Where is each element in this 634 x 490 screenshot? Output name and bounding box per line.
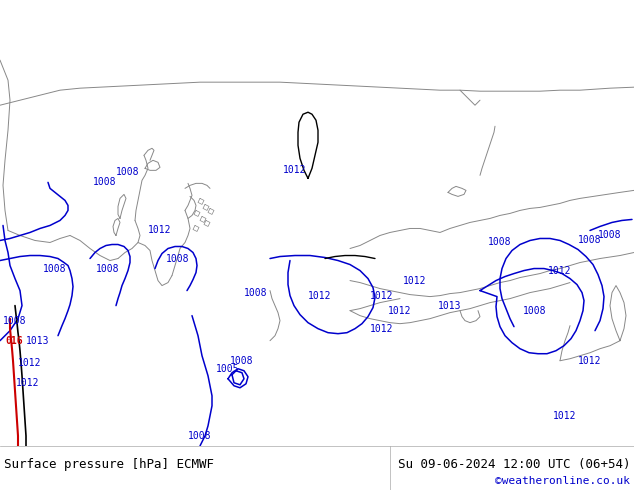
Text: 1008: 1008	[244, 288, 268, 297]
Text: 1012: 1012	[578, 356, 602, 366]
Text: 1012: 1012	[370, 324, 394, 334]
Text: 1012: 1012	[283, 165, 307, 175]
Text: 1012: 1012	[18, 358, 42, 368]
Text: 1008: 1008	[166, 253, 190, 264]
Text: Su 09-06-2024 12:00 UTC (06+54): Su 09-06-2024 12:00 UTC (06+54)	[398, 458, 630, 471]
Text: 1008: 1008	[116, 168, 139, 177]
Text: 1012: 1012	[403, 275, 427, 286]
Text: 1008: 1008	[523, 306, 547, 316]
Text: 1005: 1005	[216, 364, 240, 374]
Text: 016: 016	[5, 336, 23, 345]
Text: 1013: 1013	[438, 301, 462, 311]
Text: 1008: 1008	[188, 431, 212, 441]
Text: 1012: 1012	[553, 411, 577, 421]
Text: 1008: 1008	[230, 356, 254, 366]
Text: 1008: 1008	[598, 230, 622, 241]
Text: 1008: 1008	[3, 316, 27, 326]
Text: 1008: 1008	[96, 264, 120, 273]
Text: 1008: 1008	[93, 177, 117, 187]
Text: 1012: 1012	[548, 266, 572, 275]
Text: 1013: 1013	[26, 336, 49, 345]
Text: 1008: 1008	[488, 238, 512, 247]
Text: 1008: 1008	[43, 264, 67, 273]
Text: 1012: 1012	[148, 225, 172, 236]
Text: Surface pressure [hPa] ECMWF: Surface pressure [hPa] ECMWF	[4, 458, 214, 471]
Text: 1012: 1012	[16, 378, 40, 388]
Text: 1012: 1012	[370, 291, 394, 300]
Text: 1012: 1012	[388, 306, 411, 316]
Text: 1012: 1012	[308, 291, 332, 300]
Text: ©weatheronline.co.uk: ©weatheronline.co.uk	[495, 476, 630, 486]
Text: 1008: 1008	[578, 236, 602, 245]
